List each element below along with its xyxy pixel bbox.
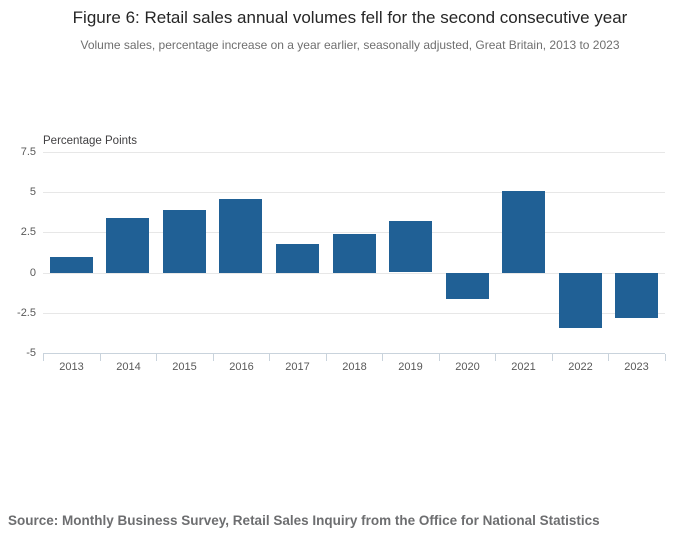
x-axis-tick [326, 354, 327, 361]
bar-2016[interactable] [219, 199, 262, 273]
bar-2023[interactable] [615, 273, 658, 318]
grid-line [43, 152, 665, 153]
bar-2022[interactable] [559, 273, 602, 328]
x-tick-label: 2015 [172, 361, 197, 373]
x-axis-tick [495, 354, 496, 361]
x-axis-tick [608, 354, 609, 361]
bar-2015[interactable] [163, 210, 206, 273]
source-note: Source: Monthly Business Survey, Retail … [8, 513, 600, 528]
y-tick-label: 2.5 [20, 226, 36, 238]
x-axis-tick [439, 354, 440, 361]
chart-plot [43, 152, 665, 354]
x-axis-tick [156, 354, 157, 361]
x-tick-label: 2022 [568, 361, 593, 373]
x-tick-label: 2017 [285, 361, 310, 373]
grid-line [43, 313, 665, 314]
x-axis-tick [213, 354, 214, 361]
x-tick-label: 2019 [398, 361, 423, 373]
y-tick-label: 0 [29, 267, 36, 279]
y-tick-label: 7.5 [20, 146, 36, 158]
grid-line [43, 232, 665, 233]
grid-line [43, 273, 665, 274]
bar-2019[interactable] [389, 221, 432, 272]
bar-2018[interactable] [333, 234, 376, 273]
x-axis-tick [382, 354, 383, 361]
x-tick-label: 2020 [455, 361, 480, 373]
x-axis-tick [665, 354, 666, 361]
x-tick-label: 2021 [511, 361, 536, 373]
figure-title: Figure 6: Retail sales annual volumes fe… [72, 8, 628, 27]
bar-2013[interactable] [50, 257, 93, 273]
x-axis-tick [100, 354, 101, 361]
x-tick-label: 2013 [59, 361, 84, 373]
bar-2017[interactable] [276, 244, 319, 273]
y-tick-label: -5 [26, 347, 36, 359]
x-tick-label: 2016 [229, 361, 254, 373]
bar-2014[interactable] [106, 218, 149, 273]
y-tick-label: -2.5 [17, 307, 36, 319]
grid-line [43, 192, 665, 193]
x-tick-label: 2014 [116, 361, 141, 373]
y-axis-title: Percentage Points [43, 135, 137, 147]
x-axis-tick [269, 354, 270, 361]
x-tick-label: 2023 [624, 361, 649, 373]
y-tick-label: 5 [29, 186, 36, 198]
x-tick-label: 2018 [342, 361, 367, 373]
x-axis-tick [552, 354, 553, 361]
bar-2021[interactable] [502, 191, 545, 273]
bar-2020[interactable] [446, 273, 489, 299]
figure-subtitle: Volume sales, percentage increase on a y… [80, 38, 620, 52]
x-axis-tick [43, 354, 44, 361]
